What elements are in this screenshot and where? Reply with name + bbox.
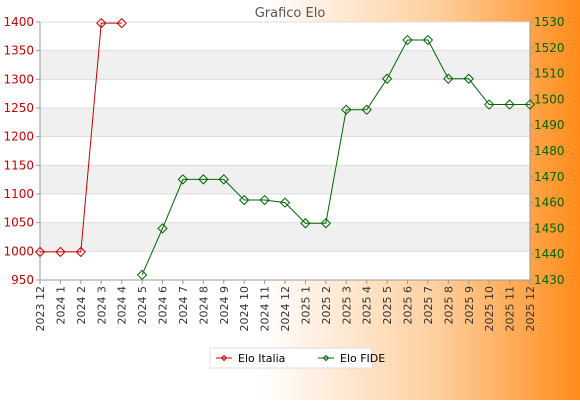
grid-band (40, 222, 530, 252)
series-line-elo-fide (141, 39, 530, 276)
x-tick-label: 2024 5 (136, 286, 149, 325)
legend-marker-elo-italia (220, 354, 228, 362)
y-right-tick-label: 1530 (534, 15, 565, 29)
data-point-elo-fide (341, 104, 352, 115)
data-point-elo-fide (463, 73, 474, 84)
legend-box (209, 347, 373, 369)
x-tick-label: 2025 4 (361, 286, 374, 325)
series-line-elo-italia (40, 22, 122, 253)
x-tick-label: 2025 10 (483, 286, 496, 332)
y-left-tick-label: 1200 (3, 130, 34, 144)
grid-band (40, 108, 530, 137)
y-right-tick-label: 1460 (534, 196, 565, 210)
chart-title: Grafico Elo (255, 6, 326, 21)
data-point-elo-fide (504, 99, 515, 110)
data-point-elo-fide (218, 174, 229, 185)
y-right-tick-label: 1520 (534, 41, 565, 55)
y-right-tick-label: 1450 (534, 221, 565, 235)
data-point-elo-fide (259, 194, 270, 206)
x-tick-label: 2024 7 (177, 286, 190, 325)
data-point-elo-fide (361, 104, 372, 115)
x-tick-label: 2025 5 (381, 286, 394, 325)
y-left-tick-label: 1150 (3, 158, 34, 172)
grid-band (40, 165, 530, 194)
y-right-tick-label: 1480 (534, 144, 565, 158)
data-point-elo-fide (381, 73, 393, 84)
data-point-elo-italia (55, 246, 66, 258)
x-tick-label: 2025 3 (340, 286, 353, 325)
legend-marker-elo-fide (322, 354, 330, 362)
x-tick-label: 2024 3 (95, 286, 108, 325)
x-tick-label: 2025 12 (524, 286, 537, 332)
data-point-elo-fide (157, 223, 168, 234)
data-point-elo-fide (300, 218, 311, 229)
x-tick-label: 2024 8 (197, 286, 210, 325)
x-tick-label: 2025 7 (422, 286, 435, 325)
data-point-elo-fide (279, 197, 291, 208)
x-tick-label: 2024 2 (75, 286, 88, 325)
data-point-elo-italia (34, 246, 46, 258)
x-tick-label: 2024 12 (279, 286, 292, 332)
grid-band (40, 50, 530, 80)
y-left-tick-label: 1400 (3, 15, 34, 29)
x-tick-label: 2025 6 (402, 286, 415, 325)
x-tick-label: 2025 8 (442, 286, 455, 325)
data-point-elo-fide (177, 174, 189, 185)
y-right-tick-label: 1490 (534, 118, 565, 132)
y-right-tick-label: 1470 (534, 170, 565, 184)
y-left-tick-label: 1300 (3, 72, 34, 86)
x-tick-label: 2025 1 (299, 286, 312, 325)
x-tick-label: 2025 9 (463, 286, 476, 325)
data-point-elo-fide (136, 269, 148, 281)
data-point-elo-fide (422, 34, 434, 46)
data-point-elo-fide (402, 34, 413, 46)
y-left-tick-label: 1050 (3, 216, 34, 230)
x-tick-label: 2025 11 (504, 286, 517, 332)
data-point-elo-italia (96, 17, 107, 29)
y-left-tick-label: 1350 (3, 44, 34, 58)
x-tick-label: 2024 4 (116, 286, 129, 325)
data-point-elo-fide (483, 99, 495, 110)
x-tick-label: 2024 9 (218, 286, 231, 325)
data-point-elo-italia (75, 246, 87, 258)
x-tick-label: 2024 6 (157, 286, 170, 325)
x-tick-label: 2024 11 (259, 286, 272, 332)
x-tick-label: 2024 1 (54, 286, 67, 325)
data-point-elo-fide (320, 218, 332, 229)
y-right-tick-label: 1500 (534, 92, 565, 106)
legend-label-elo-italia: Elo Italia (238, 352, 285, 365)
data-point-elo-fide (238, 194, 250, 206)
legend-label-elo-fide: Elo FIDE (340, 352, 385, 365)
data-point-elo-fide (524, 99, 536, 110)
y-left-tick-label: 1100 (3, 187, 34, 201)
y-left-tick-label: 1000 (3, 244, 34, 258)
y-right-tick-label: 1430 (534, 273, 565, 287)
y-left-tick-label: 950 (11, 273, 34, 287)
y-right-tick-label: 1510 (534, 67, 565, 81)
data-point-elo-fide (198, 174, 209, 185)
y-right-tick-label: 1440 (534, 247, 565, 261)
x-tick-label: 2023 12 (34, 286, 47, 332)
x-tick-label: 2025 2 (320, 286, 333, 325)
data-point-elo-italia (116, 17, 127, 29)
data-point-elo-fide (443, 73, 454, 84)
x-tick-label: 2024 10 (238, 286, 251, 332)
y-left-tick-label: 1250 (3, 101, 34, 115)
